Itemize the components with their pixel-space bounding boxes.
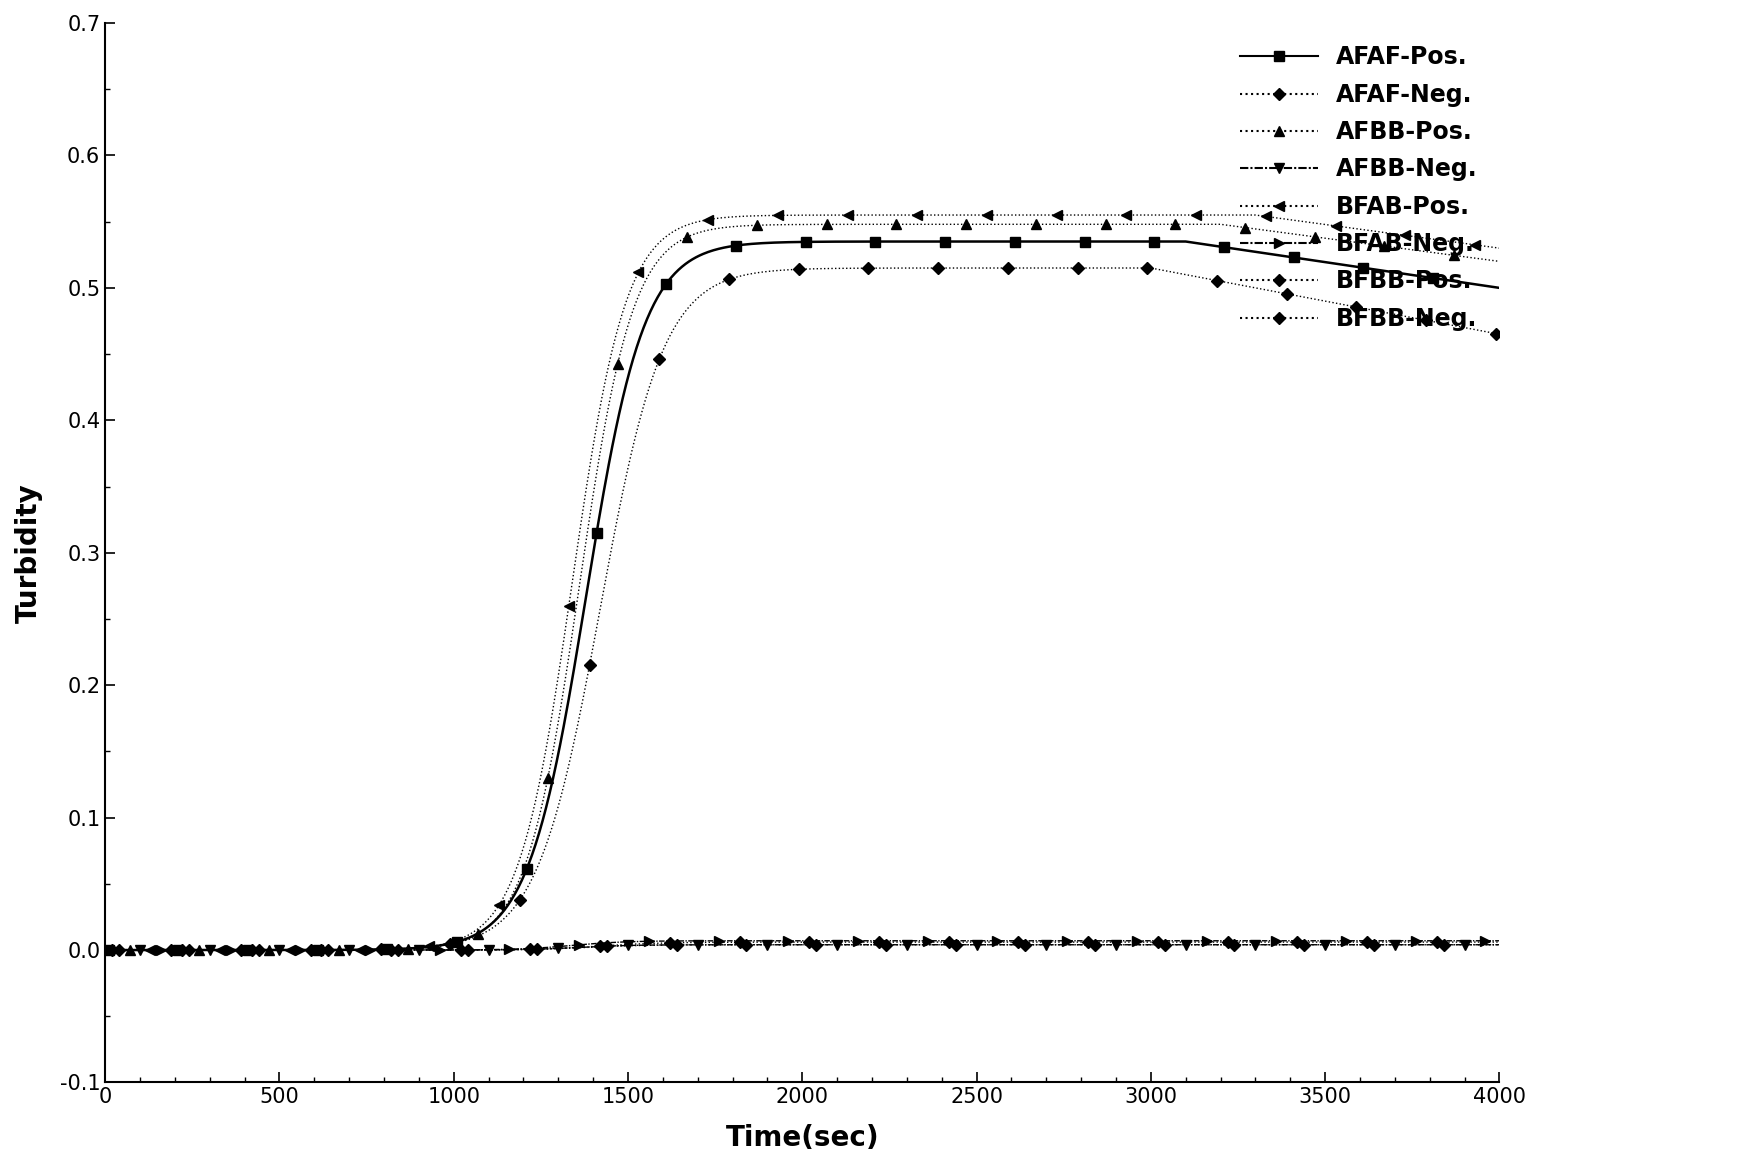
AFAF-Neg. [1474, 938, 1495, 952]
Line: AFAF-Pos.: AFAF-Pos. [100, 237, 1504, 955]
AFBB-Pos. [299, 943, 320, 957]
X-axis label: Time(sec): Time(sec) [725, 1124, 879, 1152]
BFAB-Pos. [1245, 208, 1266, 222]
AFAF-Neg. [728, 938, 749, 952]
AFBB-Neg. [299, 943, 320, 957]
AFBB-Pos. [1488, 254, 1509, 268]
BFAB-Neg. [977, 934, 998, 948]
BFBB-Pos. [977, 261, 998, 275]
BFAB-Pos. [462, 925, 483, 939]
AFAF-Neg. [95, 943, 116, 957]
BFAB-Neg. [1488, 934, 1509, 948]
BFAB-Pos. [299, 943, 320, 957]
AFBB-Pos. [977, 217, 998, 231]
AFBB-Neg. [728, 938, 749, 952]
Line: BFAB-Pos.: BFAB-Pos. [100, 210, 1504, 955]
AFAF-Neg. [462, 943, 483, 957]
AFAF-Neg. [284, 943, 305, 957]
BFAB-Pos. [95, 943, 116, 957]
AFAF-Neg. [977, 938, 998, 952]
BFAB-Pos. [1476, 239, 1497, 253]
BFBB-Pos. [284, 943, 305, 957]
AFBB-Neg. [462, 943, 483, 957]
BFAB-Neg. [728, 934, 749, 948]
AFBB-Pos. [95, 943, 116, 957]
BFBB-Neg. [1488, 935, 1509, 949]
BFBB-Neg. [1474, 935, 1495, 949]
AFBB-Pos. [728, 219, 749, 233]
AFAF-Pos. [1476, 279, 1497, 293]
AFBB-Neg. [95, 943, 116, 957]
BFBB-Neg. [462, 943, 483, 957]
BFAB-Neg. [95, 943, 116, 957]
BFBB-Neg. [95, 943, 116, 957]
BFBB-Pos. [95, 943, 116, 957]
AFAF-Neg. [1488, 938, 1509, 952]
Line: AFAF-Neg.: AFAF-Neg. [102, 941, 1504, 955]
AFAF-Pos. [299, 943, 320, 957]
AFBB-Pos. [462, 930, 483, 944]
AFAF-Pos. [284, 943, 305, 957]
AFBB-Neg. [1474, 938, 1495, 952]
BFAB-Pos. [728, 209, 749, 223]
BFBB-Neg. [284, 943, 305, 957]
AFBB-Neg. [1485, 938, 1506, 952]
Line: BFBB-Neg.: BFBB-Neg. [102, 938, 1504, 955]
Line: AFBB-Pos.: AFBB-Pos. [100, 219, 1504, 955]
BFBB-Pos. [1476, 324, 1497, 338]
BFBB-Neg. [728, 935, 749, 949]
BFBB-Pos. [1488, 327, 1509, 341]
AFBB-Pos. [1210, 217, 1231, 231]
Line: BFBB-Pos.: BFBB-Pos. [102, 264, 1504, 955]
AFAF-Pos. [462, 929, 483, 943]
BFBB-Neg. [299, 943, 320, 957]
AFAF-Pos. [1175, 235, 1196, 249]
BFAB-Pos. [977, 208, 998, 222]
Legend: AFAF-Pos., AFAF-Neg., AFBB-Pos., AFBB-Neg., BFAB-Pos., BFAB-Neg., BFBB-Pos., BFB: AFAF-Pos., AFAF-Neg., AFBB-Pos., AFBB-Ne… [1229, 34, 1488, 342]
Y-axis label: Turbidity: Turbidity [16, 483, 44, 623]
AFAF-Neg. [299, 943, 320, 957]
BFAB-Pos. [1488, 242, 1509, 256]
AFAF-Pos. [1488, 281, 1509, 295]
BFBB-Pos. [462, 931, 483, 945]
Line: AFBB-Neg.: AFBB-Neg. [100, 939, 1504, 955]
BFBB-Pos. [299, 943, 320, 957]
AFBB-Pos. [284, 943, 305, 957]
AFBB-Pos. [1476, 253, 1497, 267]
BFBB-Neg. [977, 935, 998, 949]
AFBB-Neg. [284, 943, 305, 957]
Line: BFAB-Neg.: BFAB-Neg. [100, 936, 1504, 955]
BFAB-Neg. [284, 943, 305, 957]
AFAF-Pos. [95, 943, 116, 957]
AFBB-Neg. [977, 938, 998, 952]
AFAF-Pos. [977, 235, 998, 249]
AFAF-Pos. [728, 238, 749, 252]
BFBB-Pos. [728, 270, 749, 284]
BFAB-Neg. [299, 943, 320, 957]
AFBB-Neg. [1488, 938, 1509, 952]
BFAB-Neg. [1474, 934, 1495, 948]
BFAB-Pos. [284, 943, 305, 957]
BFAB-Neg. [462, 943, 483, 957]
BFBB-Pos. [1140, 261, 1161, 275]
